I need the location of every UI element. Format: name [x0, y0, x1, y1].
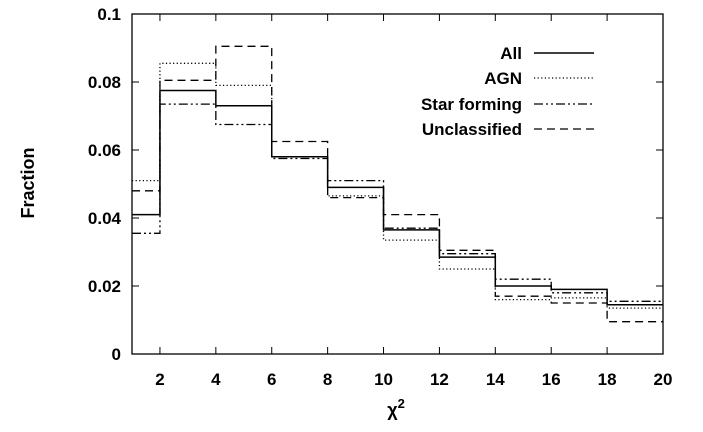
x-tick-label: 16: [542, 370, 561, 389]
x-tick-label: 12: [430, 370, 449, 389]
legend-label-unclassified: Unclassified: [422, 120, 522, 139]
x-tick-label: 14: [486, 370, 505, 389]
y-tick-label: 0.1: [97, 5, 121, 24]
legend-label-agn: AGN: [484, 69, 522, 88]
ticks-layer: 2 4 6 8 10 12 14 16 18 20 0 0.02 0.04 0.06 0.08 0.1: [88, 5, 673, 389]
y-tick-label: 0.04: [88, 209, 122, 228]
x-tick-label: 2: [155, 370, 164, 389]
x-tick-label: 10: [374, 370, 393, 389]
x-axis-title-symbol: χ: [387, 400, 398, 420]
x-tick-label: 6: [267, 370, 276, 389]
legend: All AGN Star forming Unclassified: [421, 44, 594, 139]
x-axis-title-superscript: 2: [398, 396, 405, 411]
x-tick-label: 20: [654, 370, 673, 389]
y-tick-label: 0.02: [88, 277, 121, 296]
x-tick-label: 18: [598, 370, 617, 389]
legend-label-all: All: [500, 44, 522, 63]
y-tick-label: 0: [112, 345, 121, 364]
series-line-star-forming: [132, 103, 663, 302]
x-tick-label: 4: [211, 370, 221, 389]
legend-label-star-forming: Star forming: [421, 95, 522, 114]
plot-frame: [131, 13, 664, 355]
axes-layer: [131, 13, 664, 355]
series-line-all: [132, 89, 663, 306]
y-axis-title: Fraction: [18, 147, 38, 218]
y-tick-label: 0.08: [88, 73, 121, 92]
x-tick-label: 8: [323, 370, 332, 389]
series-layer: [132, 45, 663, 323]
y-tick-label: 0.06: [88, 141, 121, 160]
x-axis-title: χ2: [387, 396, 405, 420]
series-line-agn: [132, 62, 663, 309]
series-line-unclassified: [132, 45, 663, 323]
